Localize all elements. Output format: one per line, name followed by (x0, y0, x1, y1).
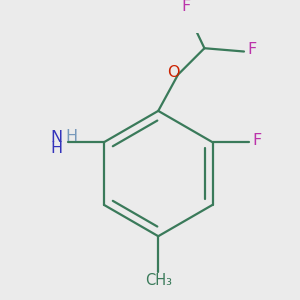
Text: F: F (182, 0, 191, 14)
Text: CH₃: CH₃ (145, 273, 172, 288)
Text: H: H (50, 141, 62, 156)
Text: F: F (252, 133, 262, 148)
Text: O: O (167, 65, 179, 80)
Text: N: N (50, 130, 62, 145)
Text: F: F (248, 42, 257, 57)
Text: H: H (65, 129, 77, 144)
